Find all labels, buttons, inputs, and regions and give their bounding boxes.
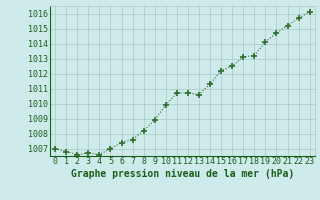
X-axis label: Graphe pression niveau de la mer (hPa): Graphe pression niveau de la mer (hPa) [71,169,294,179]
